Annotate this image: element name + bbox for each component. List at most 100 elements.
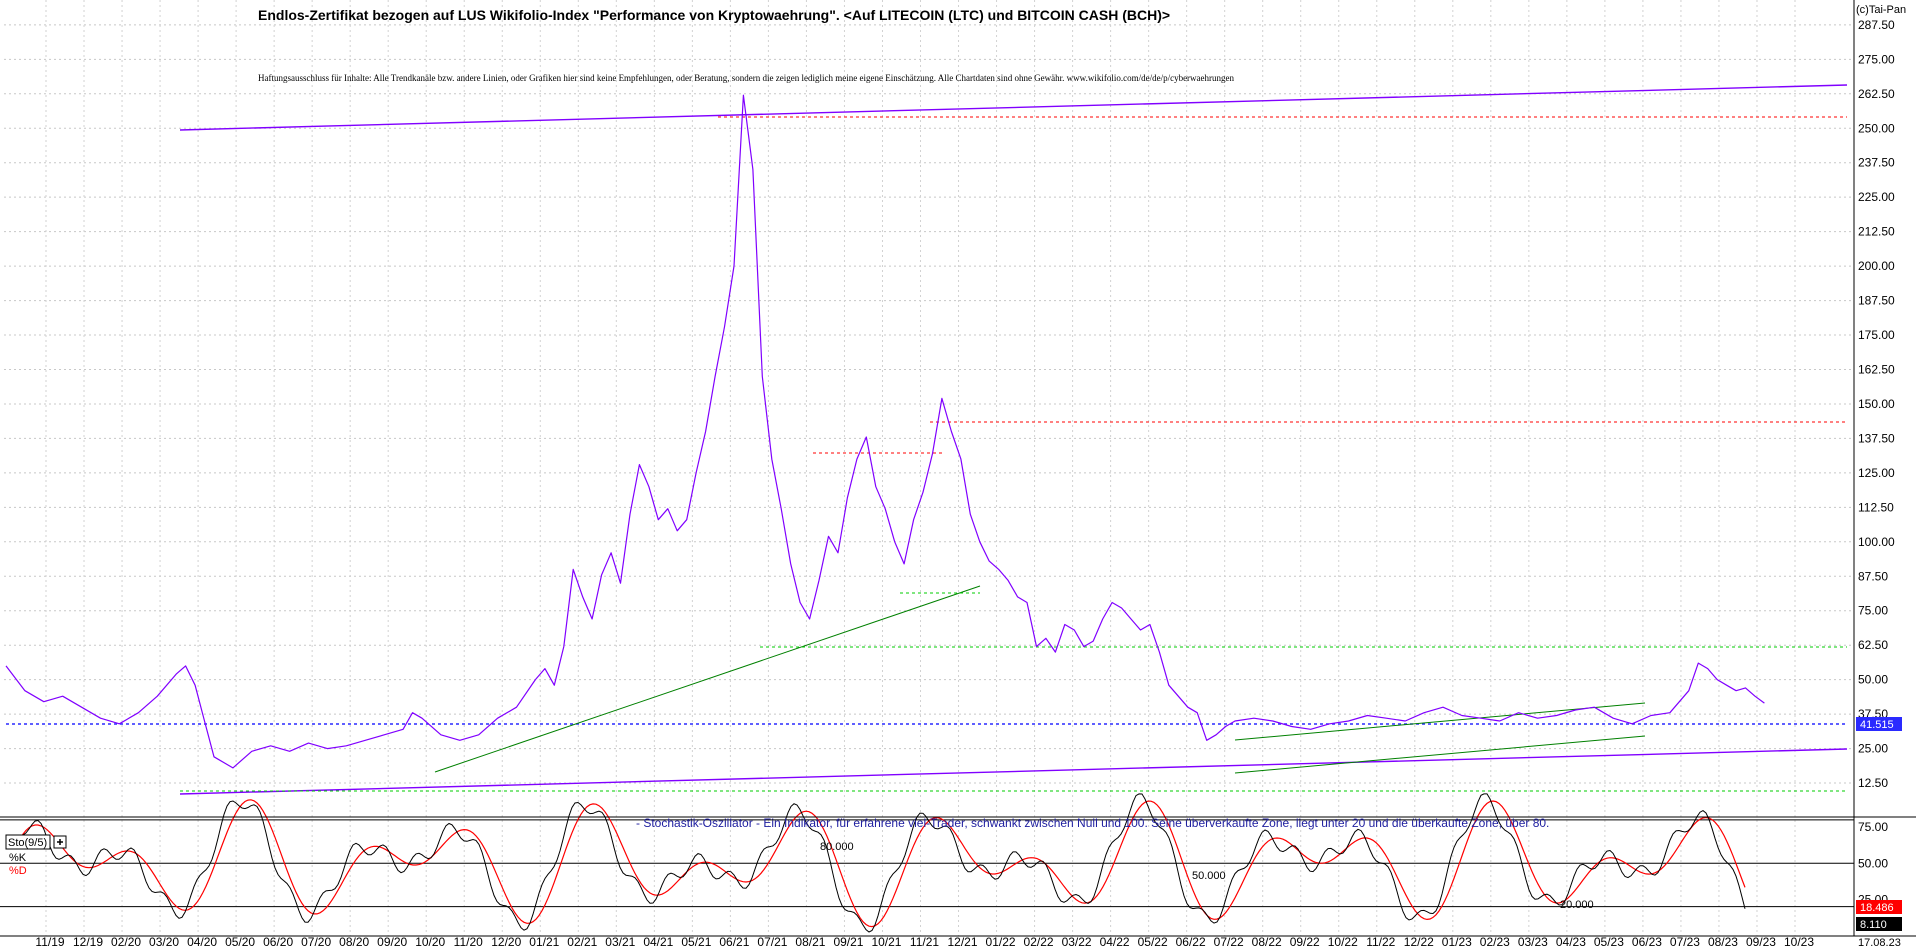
disclaimer-text: Haftungsausschluss für Inhalte: Alle Tre… xyxy=(258,73,1235,83)
x-tick-label: 04/21 xyxy=(643,935,673,948)
x-tick-label: 12/21 xyxy=(948,935,978,948)
x-tick-label: 05/23 xyxy=(1594,935,1624,948)
x-tick-label: 07/21 xyxy=(757,935,787,948)
x-tick-label: 09/20 xyxy=(377,935,407,948)
x-tick-label: 11/20 xyxy=(454,935,483,948)
trend-lines xyxy=(6,84,1848,795)
y-tick-label: 125.00 xyxy=(1858,466,1895,480)
x-tick-label: 08/23 xyxy=(1708,935,1738,948)
x-tick-label: 08/21 xyxy=(795,935,825,948)
k-legend: %K xyxy=(9,852,27,864)
x-tick-label: 08/22 xyxy=(1252,935,1282,948)
x-tick-label: 02/22 xyxy=(1024,935,1054,948)
x-tick-label: 02/20 xyxy=(111,935,141,948)
k-value-badge xyxy=(1856,917,1902,931)
x-tick-label: 06/23 xyxy=(1632,935,1662,948)
stoch-k-line xyxy=(19,793,1746,933)
last-price-badge xyxy=(1856,717,1902,731)
osc-y-tick-label: 75.00 xyxy=(1858,820,1888,834)
x-tick-label: 04/22 xyxy=(1100,935,1130,948)
x-tick-label: 08/20 xyxy=(339,935,369,948)
x-tick-label: 11/21 xyxy=(910,935,939,948)
x-tick-label: 10/20 xyxy=(415,935,445,948)
y-tick-label: 62.50 xyxy=(1858,638,1888,652)
x-tick-label: 04/23 xyxy=(1556,935,1586,948)
level-80-label: 80.000 xyxy=(820,841,854,853)
x-tick-label: 05/21 xyxy=(681,935,711,948)
trend-line xyxy=(1234,702,1646,741)
price-series xyxy=(5,94,1765,769)
x-tick-label: 07/22 xyxy=(1214,935,1244,948)
price-line xyxy=(5,94,1765,769)
x-tick-label: 06/21 xyxy=(719,935,749,948)
trend-line xyxy=(434,585,981,773)
x-tick-label: 02/23 xyxy=(1480,935,1510,948)
y-tick-label: 50.00 xyxy=(1858,673,1888,687)
indicator-name-box[interactable] xyxy=(5,834,51,850)
trend-line xyxy=(179,748,1848,795)
x-tick-label: 02/21 xyxy=(567,935,597,948)
x-tick-label: 01/22 xyxy=(986,935,1016,948)
y-tick-label: 237.50 xyxy=(1858,156,1895,170)
level-50-label: 50.000 xyxy=(1192,870,1226,882)
x-tick-label: 12/22 xyxy=(1404,935,1434,948)
indicator-name: Sto(9/5) xyxy=(8,837,47,849)
level-20-label: 20.000 xyxy=(1560,899,1594,911)
y-tick-label: 75.00 xyxy=(1858,604,1888,618)
x-tick-label: 10/21 xyxy=(871,935,901,948)
y-tick-label: 275.00 xyxy=(1858,52,1895,66)
x-tick-label: 07/23 xyxy=(1670,935,1700,948)
x-tick-label: 09/22 xyxy=(1290,935,1320,948)
x-tick-label: 03/20 xyxy=(149,935,179,948)
osc-y-tick-label: 50.00 xyxy=(1858,856,1888,870)
y-tick-label: 12.50 xyxy=(1858,776,1888,790)
y-tick-label: 200.00 xyxy=(1858,259,1895,273)
trend-line xyxy=(179,84,1848,131)
x-tick-label: 10/23 xyxy=(1784,935,1814,948)
x-tick-label: 03/21 xyxy=(605,935,635,948)
plus-icon xyxy=(57,839,63,845)
y-tick-label: 262.50 xyxy=(1858,87,1895,101)
y-tick-label: 187.50 xyxy=(1858,294,1895,308)
oscillator-caption: - Stochastik-Oszillator - Ein Indikator,… xyxy=(636,816,1549,830)
y-tick-label: 25.00 xyxy=(1858,742,1888,756)
stochastic-panel xyxy=(0,793,1854,933)
y-tick-label: 287.50 xyxy=(1858,18,1895,32)
x-tick-label: 12/19 xyxy=(73,935,103,948)
d-value-badge xyxy=(1856,900,1902,914)
trend-line xyxy=(1234,735,1646,774)
x-tick-label: 09/21 xyxy=(833,935,863,948)
y-tick-label: 87.50 xyxy=(1858,569,1888,583)
y-tick-label: 137.50 xyxy=(1858,431,1895,445)
x-tick-label: 11/22 xyxy=(1366,935,1395,948)
last-price-label: 41.515 xyxy=(1860,719,1894,731)
x-tick-label: 11/19 xyxy=(35,935,64,948)
y-tick-label: 162.50 xyxy=(1858,362,1895,376)
y-tick-label: 100.00 xyxy=(1858,535,1895,549)
x-tick-label: 01/23 xyxy=(1442,935,1472,948)
x-tick-label: 05/20 xyxy=(225,935,255,948)
y-tick-label: 175.00 xyxy=(1858,328,1895,342)
d-value-label: 18.486 xyxy=(1860,902,1894,914)
x-tick-label: 04/20 xyxy=(187,935,217,948)
chart-title: Endlos-Zertifikat bezogen auf LUS Wikifo… xyxy=(258,7,1170,23)
current-date: 17.08.23 xyxy=(1858,937,1901,948)
x-tick-label: 09/23 xyxy=(1746,935,1776,948)
x-tick-label: 12/20 xyxy=(491,935,521,948)
y-tick-label: 250.00 xyxy=(1858,121,1895,135)
y-tick-label: 150.00 xyxy=(1858,397,1895,411)
brand-label: (c)Tai-Pan xyxy=(1856,4,1906,16)
x-tick-label: 06/22 xyxy=(1176,935,1206,948)
k-value-label: 8.110 xyxy=(1860,919,1887,931)
y-tick-label: 112.50 xyxy=(1858,500,1894,514)
y-tick-label: 212.50 xyxy=(1858,225,1895,239)
x-tick-label: 07/20 xyxy=(301,935,331,948)
x-tick-label: 10/22 xyxy=(1328,935,1358,948)
grid xyxy=(4,0,1854,936)
x-tick-label: 01/21 xyxy=(529,935,559,948)
y-tick-label: 225.00 xyxy=(1858,190,1895,204)
x-tick-label: 06/20 xyxy=(263,935,293,948)
